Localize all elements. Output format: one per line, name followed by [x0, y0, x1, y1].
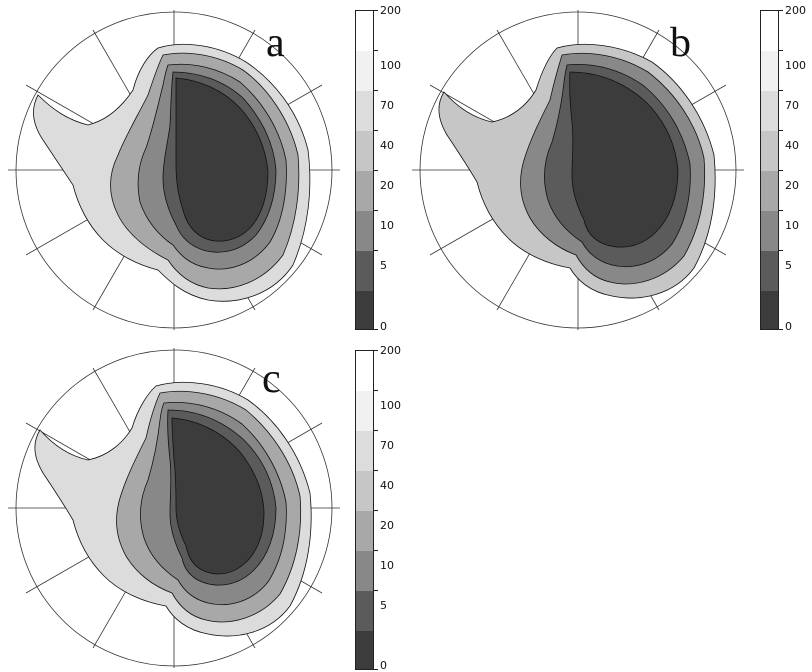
colorbar-segment	[356, 471, 373, 511]
colorbar-label: 100	[380, 59, 401, 72]
colorbar-tick	[374, 10, 378, 11]
colorbar-segment	[356, 11, 373, 51]
panel-label-c: c	[262, 356, 281, 402]
colorbar-tick	[779, 170, 783, 171]
colorbar-label: 20	[380, 519, 394, 532]
colorbar-tick	[779, 329, 783, 330]
colorbar-segment	[356, 291, 373, 329]
colorbar-segment	[761, 131, 778, 171]
colorbar-tick	[779, 10, 783, 11]
colorbar-tick	[779, 250, 783, 251]
colorbar-c: 200 100 70 40 20 10 5 0	[355, 345, 425, 672]
colorbar-tick	[374, 90, 378, 91]
colorbar-label: 200	[785, 4, 806, 17]
colorbar-label: 40	[785, 139, 799, 152]
colorbar-label: 100	[380, 399, 401, 412]
colorbar-segment	[761, 51, 778, 91]
colorbar-label: 100	[785, 59, 806, 72]
colorbar-segment	[356, 511, 373, 551]
colorbar-tick	[779, 50, 783, 51]
colorbar-tick	[779, 130, 783, 131]
colorbar-segment	[356, 171, 373, 211]
colorbar-bar	[760, 10, 779, 330]
colorbar-tick	[374, 250, 378, 251]
colorbar-segment	[356, 431, 373, 471]
colorbar-segment	[356, 551, 373, 591]
contour-fill	[438, 43, 716, 299]
colorbar-segment	[356, 211, 373, 251]
colorbar-bar	[355, 10, 374, 330]
colorbar-tick	[779, 210, 783, 211]
colorbar-segment	[356, 391, 373, 431]
colorbar-segment	[356, 351, 373, 391]
colorbar-label: 20	[380, 179, 394, 192]
colorbar-tick	[374, 390, 378, 391]
colorbar-label: 5	[785, 259, 792, 272]
colorbar-label: 10	[380, 559, 394, 572]
antarctica-map-b	[412, 10, 744, 330]
contour-fill	[33, 43, 311, 302]
colorbar-segment	[761, 91, 778, 131]
colorbar-segment	[356, 51, 373, 91]
colorbar-tick	[374, 170, 378, 171]
colorbar-label: 0	[380, 320, 387, 333]
colorbar-tick	[374, 130, 378, 131]
colorbar-label: 10	[380, 219, 394, 232]
colorbar-label: 70	[380, 99, 394, 112]
colorbar-tick	[374, 669, 378, 670]
colorbar-tick	[374, 350, 378, 351]
antarctica-map-a	[8, 10, 340, 330]
colorbar-tick	[374, 470, 378, 471]
colorbar-segment	[761, 291, 778, 329]
colorbar-tick	[374, 510, 378, 511]
colorbar-tick	[374, 329, 378, 330]
colorbar-label: 40	[380, 139, 394, 152]
panel-label-b: b	[670, 20, 691, 66]
antarctica-map-c	[8, 348, 340, 668]
colorbar-label: 70	[785, 99, 799, 112]
colorbar-segment	[761, 171, 778, 211]
map-panel-a: a	[8, 10, 340, 330]
colorbar-segment	[356, 251, 373, 291]
colorbar-label: 40	[380, 479, 394, 492]
colorbar-b: 200 100 70 40 20 10 5 0	[760, 5, 812, 333]
colorbar-label: 0	[380, 659, 387, 672]
colorbar-segment	[761, 251, 778, 291]
colorbar-label: 5	[380, 259, 387, 272]
colorbar-tick	[374, 50, 378, 51]
colorbar-a: 200 100 70 40 20 10 5 0	[355, 5, 425, 333]
map-panel-c: c	[8, 348, 340, 668]
map-panel-b: b	[412, 10, 744, 330]
colorbar-segment	[356, 591, 373, 631]
contour-fill	[34, 381, 312, 637]
colorbar-tick	[779, 90, 783, 91]
colorbar-label: 5	[380, 599, 387, 612]
colorbar-label: 10	[785, 219, 799, 232]
colorbar-segment	[761, 11, 778, 51]
colorbar-tick	[374, 210, 378, 211]
colorbar-bar	[355, 350, 374, 670]
colorbar-tick	[374, 550, 378, 551]
colorbar-segment	[356, 91, 373, 131]
colorbar-label: 0	[785, 320, 792, 333]
colorbar-segment	[356, 631, 373, 669]
colorbar-segment	[761, 211, 778, 251]
colorbar-label: 200	[380, 344, 401, 357]
colorbar-segment	[356, 131, 373, 171]
colorbar-label: 200	[380, 4, 401, 17]
colorbar-label: 20	[785, 179, 799, 192]
colorbar-tick	[374, 590, 378, 591]
panel-label-a: a	[266, 20, 285, 66]
colorbar-label: 70	[380, 439, 394, 452]
colorbar-tick	[374, 430, 378, 431]
